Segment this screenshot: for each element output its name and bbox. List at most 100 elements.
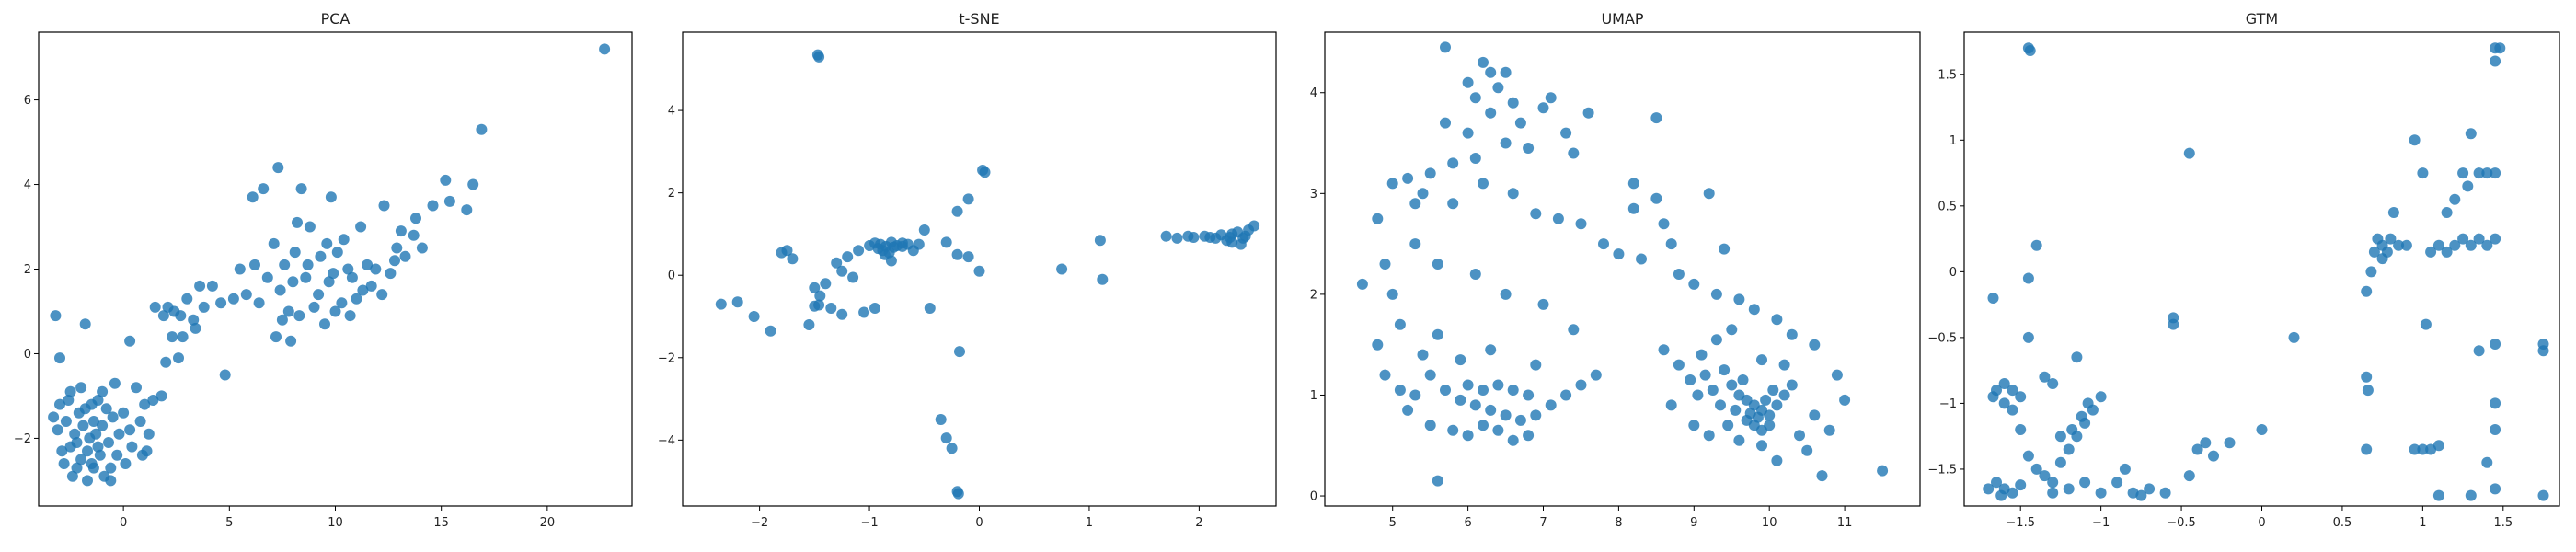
gtm-point	[2441, 246, 2453, 258]
gtm-point	[2368, 246, 2380, 258]
umap-point	[1394, 385, 1406, 396]
pca-point	[181, 293, 193, 305]
umap-point	[1462, 430, 1474, 442]
umap-point	[1627, 178, 1639, 190]
pca-point	[77, 420, 89, 431]
gtm-x-tick-label: 1	[2419, 516, 2426, 530]
umap-point	[1523, 430, 1535, 442]
umap-point	[1440, 385, 1451, 396]
pca-point	[378, 200, 390, 212]
gtm-point	[2022, 272, 2034, 284]
pca-point	[440, 174, 452, 186]
gtm-point	[2481, 167, 2493, 179]
umap-y-tick-label: 3	[1310, 188, 1317, 201]
gtm-point	[2063, 443, 2075, 455]
umap-point	[1733, 293, 1745, 305]
gtm-point	[2047, 487, 2059, 499]
umap-x-tick-label: 5	[1389, 516, 1397, 530]
gtm-point	[2465, 489, 2477, 501]
umap-point	[1685, 374, 1696, 385]
umap-point	[1424, 369, 1436, 381]
pca-point	[461, 204, 473, 216]
gtm-point	[2490, 424, 2501, 435]
gtm-point	[2111, 477, 2123, 489]
pca-point	[162, 301, 174, 313]
gtm-y-tick-label: 0.5	[1938, 200, 1957, 213]
gtm-point	[2362, 385, 2374, 397]
pca-point	[416, 242, 428, 254]
pca-point	[399, 250, 411, 262]
umap-point	[1379, 369, 1391, 381]
pca-point	[300, 271, 312, 283]
tsne-point	[748, 311, 760, 322]
umap-point	[1568, 324, 1580, 336]
tsne-point	[1097, 273, 1109, 285]
pca-point	[90, 428, 102, 440]
gtm-point	[2393, 239, 2405, 251]
gtm-point	[2066, 424, 2078, 435]
umap-point	[1568, 147, 1580, 159]
pca-point	[276, 314, 288, 326]
gtm-point	[2409, 443, 2421, 455]
umap-point	[1590, 369, 1602, 381]
pca-point	[391, 242, 403, 254]
pca-point	[194, 280, 206, 292]
umap-point	[1478, 178, 1489, 190]
umap-point	[1692, 389, 1704, 401]
umap-point	[1707, 385, 1719, 396]
umap-point	[1469, 269, 1481, 280]
gtm-point	[2537, 345, 2549, 357]
pca-point	[443, 195, 455, 207]
pca-point	[198, 301, 210, 313]
umap-y-tick-label: 2	[1310, 288, 1317, 302]
gtm-x-tick-label: 1.5	[2493, 516, 2513, 530]
pca-point	[71, 462, 83, 474]
gtm-point	[1998, 397, 2010, 409]
pca-point	[289, 247, 301, 259]
pca-point	[329, 305, 341, 317]
gtm-panel: GTM −1.5 −1 −0.5 0 0.5 1 1.5 −1.5 −1 −0.5 0 0.5 1 1.5	[1927, 10, 2560, 530]
gtm-point	[2022, 450, 2034, 462]
umap-point	[1658, 218, 1670, 230]
tsne-point	[731, 296, 743, 308]
umap-point	[1462, 379, 1474, 391]
umap-point	[1673, 269, 1685, 280]
gtm-point	[2015, 391, 2027, 403]
pca-y-tick-label: 6	[24, 94, 31, 108]
pca-point	[321, 237, 333, 249]
tsne-y-tick-label: 0	[668, 270, 675, 283]
gtm-point	[2387, 207, 2399, 218]
umap-point	[1455, 354, 1466, 366]
umap-point	[1356, 278, 1368, 290]
pca-point	[467, 178, 479, 190]
gtm-point	[2039, 470, 2051, 482]
gtm-point	[2224, 437, 2236, 449]
umap-point	[1730, 404, 1742, 416]
tsne-point	[842, 251, 854, 263]
gtm-point	[2007, 487, 2018, 499]
gtm-point	[2022, 331, 2034, 343]
gtm-point	[2417, 167, 2429, 179]
tsne-point	[951, 205, 963, 217]
umap-point	[1417, 188, 1429, 200]
gtm-point	[2365, 266, 2377, 278]
pca-point	[92, 395, 104, 406]
tsne-point	[1248, 220, 1260, 232]
tsne-x-tick-label: 2	[1195, 516, 1202, 530]
pca-point	[64, 385, 76, 397]
pca-x-tick-label: 15	[433, 516, 449, 530]
umap-point	[1575, 218, 1587, 230]
tsne-y-tick-label: 4	[668, 105, 675, 119]
gtm-point	[2481, 456, 2493, 468]
tsne-point	[1056, 263, 1068, 275]
pca-point	[279, 259, 291, 270]
pca-point	[323, 276, 335, 288]
tsne-x-tick-label: −2	[751, 516, 768, 530]
umap-point	[1440, 41, 1451, 53]
gtm-point	[1983, 483, 1995, 495]
umap-point	[1469, 153, 1481, 164]
umap-point	[1386, 178, 1398, 190]
umap-point	[1455, 394, 1466, 406]
pca-point	[100, 403, 112, 415]
pca-point	[206, 280, 218, 292]
